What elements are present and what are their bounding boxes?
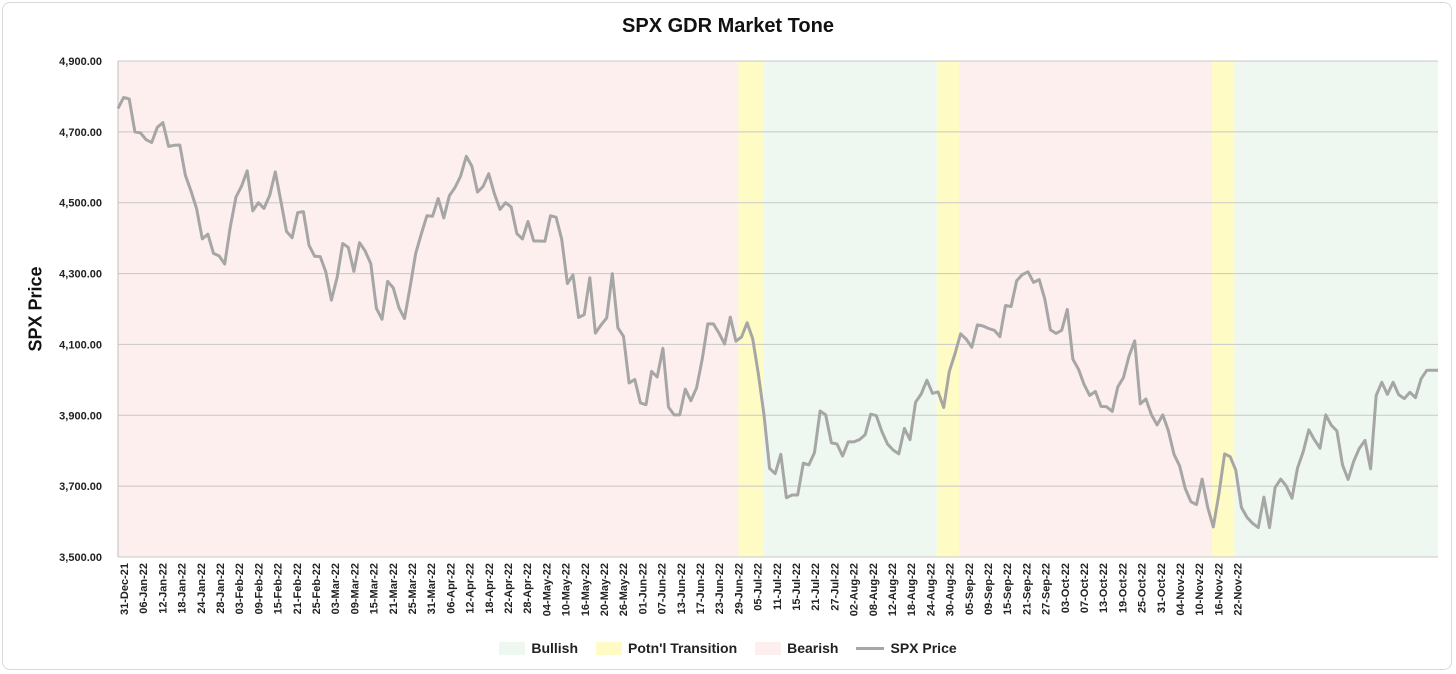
x-tick-label: 17-Jun-22 [695,563,707,614]
legend-item-transition: Potn'l Transition [596,640,737,656]
y-tick-label: 4,300.00 [59,269,102,281]
x-tick-label: 29-Jun-22 [733,563,745,614]
x-tick-label: 13-Oct-22 [1098,563,1110,613]
y-tick-label: 3,700.00 [59,481,102,493]
x-tick-label: 21-Sep-22 [1021,563,1033,615]
x-tick-label: 22-Apr-22 [503,563,515,614]
x-tick-label: 03-Mar-22 [330,563,342,614]
x-tick-label: 10-May-22 [561,563,573,616]
legend-item-bearish: Bearish [755,640,838,656]
x-tick-label: 28-Jan-22 [215,563,227,614]
tone-band-bullish [1234,61,1438,557]
x-tick-label: 09-Mar-22 [349,563,361,614]
x-tick-label: 10-Nov-22 [1194,563,1206,616]
x-tick-label: 12-Apr-22 [465,563,477,614]
y-tick-label: 4,500.00 [59,198,102,210]
x-tick-label: 15-Jul-22 [791,563,803,611]
y-tick-label: 3,900.00 [59,410,102,422]
x-tick-label: 25-Mar-22 [407,563,419,614]
legend-label-transition: Potn'l Transition [628,640,738,656]
x-tick-label: 04-May-22 [541,563,553,616]
legend-label-spx-price: SPX Price [890,640,957,656]
x-tick-label: 06-Jan-22 [138,563,150,614]
x-tick-label: 13-Jun-22 [676,563,688,614]
x-tick-label: 07-Oct-22 [1079,563,1091,613]
x-tick-labels: 31-Dec-21 06-Jan-22 12-Jan-22 18-Jan-22 24-J… [119,563,1245,616]
x-tick-label: 21-Feb-22 [292,563,304,614]
tone-bands [118,61,1438,557]
x-tick-label: 04-Nov-22 [1175,563,1187,616]
x-tick-label: 20-May-22 [599,563,611,616]
tone-band-bearish [118,61,739,557]
legend-item-spx-price: SPX Price [856,640,957,656]
y-tick-label: 4,700.00 [59,127,102,139]
tone-band-transition [1212,61,1235,557]
x-tick-label: 25-Feb-22 [311,563,323,614]
x-tick-label: 27-Jul-22 [829,563,841,611]
legend-label-bullish: Bullish [531,640,579,656]
x-tick-label: 12-Jan-22 [157,563,169,614]
x-tick-label: 23-Jun-22 [714,563,726,614]
legend-label-bearish: Bearish [787,640,839,656]
tone-band-bullish [764,61,937,557]
y-tick-label: 4,900.00 [59,56,102,68]
chart-title: SPX GDR Market Tone [622,15,834,37]
x-tick-label: 16-May-22 [580,563,592,616]
tone-band-transition [738,61,764,557]
x-tick-label: 16-Nov-22 [1213,563,1225,616]
x-tick-label: 15-Sep-22 [1002,563,1014,615]
x-tick-label: 24-Aug-22 [925,563,937,616]
x-tick-label: 30-Aug-22 [945,563,957,616]
y-tick-label: 3,500.00 [59,552,102,564]
x-tick-label: 28-Apr-22 [522,563,534,614]
legend-swatch-transition [596,641,623,655]
legend-swatch-bearish [755,641,782,655]
x-tick-label: 01-Jun-22 [637,563,649,614]
y-tick-label: 4,100.00 [59,339,102,351]
x-tick-label: 12-Aug-22 [887,563,899,616]
x-tick-label: 11-Jul-22 [772,563,784,610]
y-tick-labels: 3,500.00 3,700.00 3,900.00 4,100.00 4,300.00… [59,56,102,564]
x-tick-label: 21-Jul-22 [810,563,822,611]
x-tick-label: 19-Oct-22 [1117,563,1129,613]
x-tick-label: 26-May-22 [618,563,630,616]
x-tick-label: 22-Nov-22 [1233,563,1245,616]
x-tick-label: 15-Feb-22 [273,563,285,614]
tone-band-bearish [959,61,1212,557]
x-tick-label: 18-Jan-22 [177,563,189,614]
x-tick-label: 18-Aug-22 [906,563,918,616]
x-tick-label: 27-Sep-22 [1041,563,1053,615]
x-tick-label: 24-Jan-22 [196,563,208,614]
x-tick-label: 03-Feb-22 [234,563,246,614]
x-tick-label: 08-Aug-22 [868,563,880,616]
series-line-spx-price [116,96,1438,530]
x-tick-label: 06-Apr-22 [445,563,457,614]
x-tick-label: 31-Dec-21 [119,563,131,615]
legend-item-bullish: Bullish [499,640,578,656]
x-tick-label: 05-Sep-22 [964,563,976,615]
x-tick-label: 09-Feb-22 [253,563,265,614]
x-tick-label: 18-Apr-22 [484,563,496,614]
x-tick-label: 15-Mar-22 [369,563,381,614]
legend-swatch-bullish [499,641,526,655]
x-tick-label: 05-Jul-22 [753,563,765,611]
series-group [116,96,1438,530]
x-tick-label: 03-Oct-22 [1060,563,1072,613]
x-tick-label: 21-Mar-22 [388,563,400,614]
legend-swatch-spx-price [856,646,885,650]
x-tick-label: 31-Mar-22 [426,563,438,614]
x-tick-label: 07-Jun-22 [657,563,669,614]
legend: Bullish Potn'l Transition Bearish SPX Pr… [0,640,1456,656]
x-tick-label: 09-Sep-22 [983,563,995,615]
x-tick-label: 02-Aug-22 [849,563,861,616]
x-tick-label: 31-Oct-22 [1156,563,1168,613]
tone-band-transition [936,61,960,557]
x-tick-label: 25-Oct-22 [1137,563,1149,613]
